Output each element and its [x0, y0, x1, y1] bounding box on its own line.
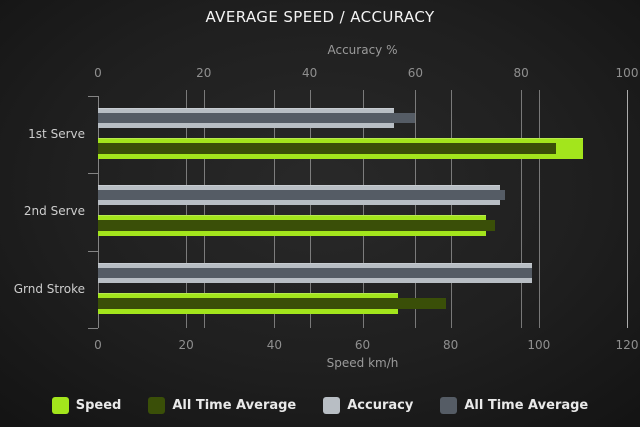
chart-title: AVERAGE SPEED / ACCURACY [205, 8, 435, 26]
legend-item-all-time-average-3[interactable]: All Time Average [440, 397, 588, 414]
category-axis-line [98, 96, 99, 328]
top-axis-gridline [203, 90, 205, 328]
top-axis-tick-label: 80 [513, 66, 529, 80]
category-label-grnd-stroke: Grnd Stroke [13, 281, 85, 296]
bottom-axis-tick-label: 120 [615, 338, 639, 352]
category-axis-tick [88, 328, 98, 329]
bottom-axis-gridline [538, 90, 540, 328]
bottom-axis-tick-label: 100 [527, 338, 551, 352]
legend-swatch [440, 397, 458, 414]
accuracy-average-bar-grnd-stroke[interactable] [98, 267, 532, 278]
category-label-2nd-serve: 2nd Serve [23, 204, 85, 219]
top-axis-gridline [309, 90, 311, 328]
speed-average-bar-2nd-serve[interactable] [98, 220, 495, 232]
top-axis-tick-label: 100 [615, 66, 639, 80]
bottom-axis-title: Speed km/h [326, 356, 399, 370]
legend-item-all-time-average-1[interactable]: All Time Average [148, 397, 296, 414]
legend: Speed All Time Average Accuracy All Time Av… [0, 397, 640, 414]
legend-swatch [51, 397, 69, 414]
top-axis-gridline [521, 90, 523, 328]
bottom-axis-tick-label: 80 [443, 338, 459, 352]
category-axis-tick [88, 173, 98, 174]
bottom-axis-tick-label: 0 [94, 338, 102, 352]
legend-item-accuracy-2[interactable]: Accuracy [323, 397, 413, 414]
category-label-1st-serve: 1st Serve [28, 127, 85, 141]
bottom-axis-gridline [186, 90, 188, 328]
accuracy-average-bar-1st-serve[interactable] [98, 113, 416, 123]
top-axis-gridline [415, 90, 417, 328]
bottom-axis-gridline [362, 90, 364, 328]
legend-label: Accuracy [347, 398, 414, 413]
legend-label: Speed [75, 398, 122, 413]
bottom-axis-tick-label: 20 [178, 338, 194, 352]
bottom-axis-tick-label: 40 [266, 338, 282, 352]
bottom-axis-gridline [274, 90, 276, 328]
top-axis-tick-label: 60 [407, 66, 424, 80]
speed-average-bar-1st-serve[interactable] [98, 143, 557, 154]
category-axis-tick [88, 96, 98, 97]
legend-swatch [323, 397, 341, 414]
category-axis-tick [88, 251, 98, 252]
top-axis-gridline [627, 90, 628, 328]
top-axis-tick-label: 0 [94, 66, 102, 80]
bottom-axis-gridline [627, 90, 628, 328]
bottom-axis-tick-label: 60 [354, 338, 371, 352]
bottom-axis-gridline [450, 90, 452, 328]
top-axis-tick-label: 20 [196, 66, 212, 80]
legend-label: All Time Average [172, 398, 297, 413]
legend-swatch [148, 397, 166, 414]
top-axis-title: Accuracy % [327, 43, 398, 57]
legend-item-speed-0[interactable]: Speed [51, 397, 122, 414]
legend-label: All Time Average [464, 398, 589, 413]
speed-average-bar-grnd-stroke[interactable] [98, 297, 447, 309]
accuracy-average-bar-2nd-serve[interactable] [98, 190, 506, 201]
top-axis-tick-label: 40 [301, 66, 318, 80]
